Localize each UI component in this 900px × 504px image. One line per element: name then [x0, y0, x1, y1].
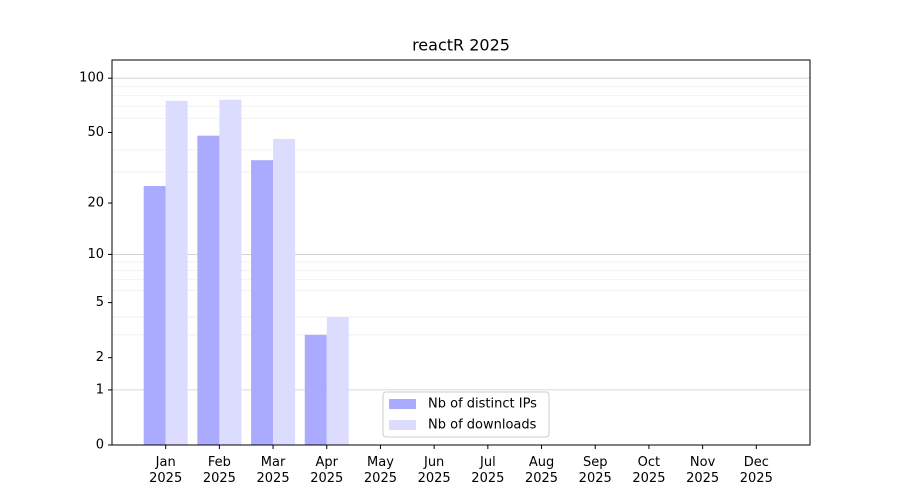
x-tick-label-line: May [367, 455, 394, 470]
x-tick-label: May 2025 [364, 455, 397, 486]
x-tick-label: Dec 2025 [740, 455, 773, 486]
bar [326, 317, 349, 445]
bar [273, 139, 296, 445]
y-tick-label: 50 [87, 125, 104, 140]
bar [143, 186, 166, 445]
plot-frame [111, 59, 811, 446]
x-tick-label-line: Feb [208, 455, 231, 470]
y-tick-label: 20 [87, 196, 104, 211]
x-tick-label: Jun 2025 [418, 455, 451, 486]
x-tick-label: Feb 2025 [203, 455, 236, 486]
x-tick-label-line: Oct [638, 455, 660, 470]
legend-label: Nb of distinct IPs [428, 397, 537, 412]
x-tick-label-line: 2025 [364, 471, 397, 486]
bar [304, 334, 327, 445]
legend-swatch [389, 420, 416, 430]
x-tick-label-line: 2025 [632, 471, 665, 486]
x-tick-label-line: 2025 [310, 471, 343, 486]
x-tick-label-line: Jun [423, 455, 444, 470]
legend-swatch [389, 399, 416, 409]
x-tick-label-line: Sep [583, 455, 608, 470]
x-tick-label-line: 2025 [579, 471, 612, 486]
y-tick-label: 2 [96, 350, 104, 365]
x-tick-label: Aug 2025 [525, 455, 558, 486]
x-tick-label-line: Jan [155, 455, 176, 470]
x-tick-label: Nov 2025 [686, 455, 719, 486]
x-tick-label-line: Dec [744, 455, 769, 470]
x-tick-label-line: 2025 [471, 471, 504, 486]
bar [165, 100, 188, 445]
y-tick-label: 100 [79, 71, 104, 86]
x-tick-label: Jan 2025 [149, 455, 182, 486]
legend-box [382, 391, 550, 438]
x-tick-label-line: 2025 [525, 471, 558, 486]
x-tick-label-line: 2025 [149, 471, 182, 486]
x-tick-label-line: 2025 [418, 471, 451, 486]
x-tick-label: Mar 2025 [257, 455, 290, 486]
bar [219, 99, 242, 446]
x-tick-label-line: 2025 [686, 471, 719, 486]
y-tick-label: 0 [96, 438, 104, 453]
x-tick-label-line: 2025 [740, 471, 773, 486]
chart-title: reactR 2025 [412, 36, 510, 55]
y-tick-label: 10 [87, 247, 104, 262]
x-tick-label-line: Aug [529, 455, 554, 470]
bar [251, 160, 274, 446]
x-tick-label-line: Jul [479, 455, 496, 470]
x-tick-label: Oct 2025 [632, 455, 665, 486]
legend-label: Nb of downloads [428, 418, 537, 433]
x-tick-label-line: 2025 [203, 471, 236, 486]
x-tick-label-line: Nov [690, 455, 716, 470]
x-tick-label: Apr 2025 [310, 455, 343, 486]
x-tick-label-line: Mar [261, 455, 286, 470]
x-tick-label: Jul 2025 [471, 455, 504, 486]
x-tick-label: Sep 2025 [579, 455, 612, 486]
y-tick-label: 5 [96, 295, 104, 310]
x-tick-label-line: 2025 [257, 471, 290, 486]
y-tick-label: 1 [96, 382, 104, 397]
bar [197, 135, 220, 445]
x-tick-label-line: Apr [316, 455, 339, 470]
